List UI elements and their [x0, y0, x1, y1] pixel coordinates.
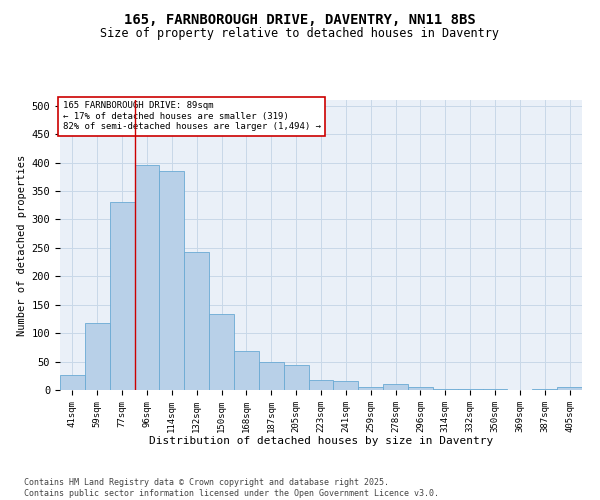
Bar: [160, 171, 184, 390]
Bar: [134, 166, 160, 390]
Bar: [408, 387, 433, 390]
Bar: [60, 374, 85, 390]
Text: 165 FARNBOROUGH DRIVE: 89sqm
← 17% of detached houses are smaller (319)
82% of s: 165 FARNBOROUGH DRIVE: 89sqm ← 17% of de…: [62, 102, 320, 132]
Bar: [308, 380, 334, 390]
Bar: [110, 202, 134, 390]
Bar: [358, 387, 383, 390]
Bar: [85, 323, 110, 390]
Bar: [557, 387, 582, 390]
X-axis label: Distribution of detached houses by size in Daventry: Distribution of detached houses by size …: [149, 436, 493, 446]
Bar: [234, 352, 259, 390]
Bar: [259, 362, 284, 390]
Bar: [383, 384, 408, 390]
Bar: [334, 382, 358, 390]
Bar: [284, 365, 308, 390]
Y-axis label: Number of detached properties: Number of detached properties: [17, 154, 28, 336]
Text: 165, FARNBOROUGH DRIVE, DAVENTRY, NN11 8BS: 165, FARNBOROUGH DRIVE, DAVENTRY, NN11 8…: [124, 12, 476, 26]
Text: Size of property relative to detached houses in Daventry: Size of property relative to detached ho…: [101, 28, 499, 40]
Bar: [209, 314, 234, 390]
Bar: [184, 252, 209, 390]
Text: Contains HM Land Registry data © Crown copyright and database right 2025.
Contai: Contains HM Land Registry data © Crown c…: [24, 478, 439, 498]
